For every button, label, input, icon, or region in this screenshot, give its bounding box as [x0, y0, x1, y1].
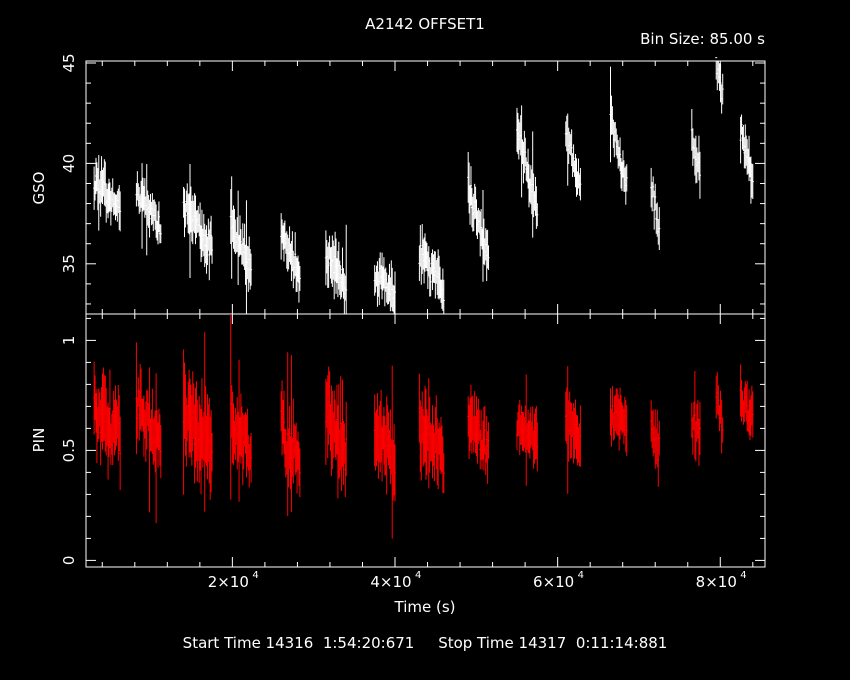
stop-time-value: 0:11:14:881 [575, 634, 668, 652]
x-tick-exponent: 4 [252, 570, 258, 581]
time-range-footer: Start Time 14316 1:54:20:671 Stop Time 1… [0, 634, 850, 652]
x-tick-label: 2×10 [208, 573, 249, 591]
pin-panel-frame [85, 313, 766, 568]
pin-panel-ytick-label: 0 [60, 556, 78, 566]
gso-axis-label: GSO [30, 172, 48, 205]
pin-panel: 00.512×10 4 4×10 4 6×10 4 8×10 4 [60, 313, 766, 591]
x-tick-exponent: 4 [415, 570, 421, 581]
pin-panel-ytick-label: 0.5 [60, 438, 78, 462]
pin-axis-label: PIN [30, 428, 48, 453]
start-time-label: Start Time 14316 [182, 634, 314, 652]
chart-title: A2142 OFFSET1 [365, 15, 485, 33]
x-tick-label: 6×10 [533, 573, 574, 591]
pin-panel-ytick-label: 1 [60, 336, 78, 346]
x-tick-exponent: 4 [578, 570, 584, 581]
x-tick-label: 4×10 [370, 573, 411, 591]
start-time-value: 1:54:20:671 [322, 634, 415, 652]
gso-panel: 35 40 45 [60, 53, 766, 315]
gso-panel-frame [85, 60, 766, 315]
bin-size-label: Bin Size: 85.00 s [640, 30, 765, 48]
x-axis-label: Time (s) [394, 598, 456, 616]
stop-time-label: Stop Time 14317 [438, 634, 567, 652]
gso-panel-ytick-label: 45 [60, 53, 78, 72]
x-tick-exponent: 4 [740, 570, 746, 581]
gso-panel-ytick-label: 40 [60, 154, 78, 173]
x-tick-label: 8×10 [696, 573, 737, 591]
gso-panel-ytick-label: 35 [60, 254, 78, 273]
